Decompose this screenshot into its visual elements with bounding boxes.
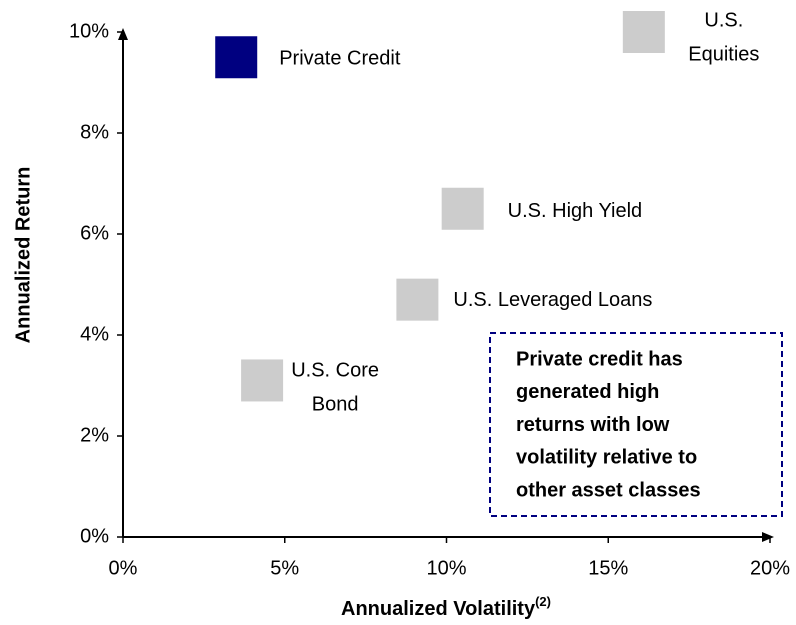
x-tick-label: 15% xyxy=(588,557,628,579)
annotation-line: Private credit has xyxy=(516,348,683,370)
point-label: Equities xyxy=(688,43,759,65)
annotation-line: generated high xyxy=(516,381,659,403)
x-tick-label: 5% xyxy=(270,557,299,579)
annotation-box xyxy=(489,332,783,517)
annotation-line: volatility relative to xyxy=(516,447,697,469)
y-tick-label: 0% xyxy=(80,525,109,547)
point-label: Bond xyxy=(312,394,359,416)
y-tick-label: 8% xyxy=(80,121,109,143)
y-tick-label: 2% xyxy=(80,424,109,446)
point-marker xyxy=(396,278,439,321)
y-axis-title: Annualized Return xyxy=(12,167,34,344)
point-marker xyxy=(215,36,258,79)
point-label: U.S. xyxy=(704,9,743,31)
y-tick-label: 10% xyxy=(69,20,109,42)
point-label: U.S. Core xyxy=(291,360,379,382)
x-tick-label: 10% xyxy=(426,557,466,579)
y-tick-label: 4% xyxy=(80,323,109,345)
x-axis-arrow xyxy=(762,532,774,542)
annotation-line: returns with low xyxy=(516,414,670,436)
x-tick-label: 0% xyxy=(109,557,138,579)
point-label: U.S. High Yield xyxy=(508,200,643,222)
x-tick-label: 20% xyxy=(750,557,790,579)
point-marker xyxy=(441,187,484,230)
x-axis-title: Annualized Volatility(2) xyxy=(341,594,551,620)
x-axis-title-note: (2) xyxy=(535,594,551,609)
point-label: U.S. Leveraged Loans xyxy=(453,289,652,311)
y-tick-label: 6% xyxy=(80,222,109,244)
point-marker xyxy=(622,11,665,53)
annotation-line: other asset classes xyxy=(516,479,701,501)
point-label: Private Credit xyxy=(279,48,401,70)
point-marker xyxy=(241,359,284,402)
x-axis-title-main: Annualized Volatility xyxy=(341,598,536,620)
y-axis-arrow xyxy=(118,28,128,40)
